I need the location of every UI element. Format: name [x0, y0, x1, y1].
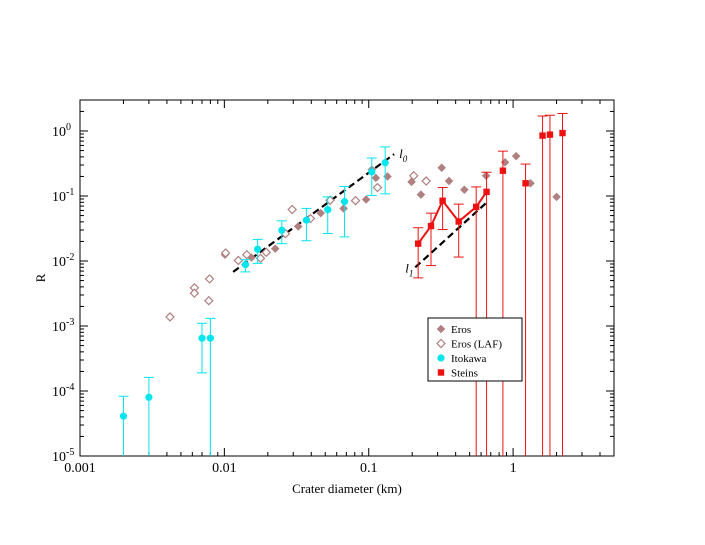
y-tick-label: 10-1 [52, 187, 74, 205]
data-point [559, 129, 566, 137]
series-eros-laf [165, 170, 432, 322]
data-point [198, 334, 206, 342]
data-point [511, 151, 521, 161]
data-point [408, 170, 419, 181]
data-point [381, 159, 389, 167]
y-tick-label: 10-3 [52, 317, 74, 335]
data-point [270, 244, 280, 253]
data-point [316, 208, 326, 218]
data-point [483, 188, 490, 196]
data-point [499, 167, 507, 174]
data-point [500, 157, 510, 167]
y-tick-label: 100 [52, 122, 71, 140]
data-point [220, 248, 231, 258]
data-point [472, 203, 480, 211]
data-point [444, 176, 454, 186]
legend: Eros Eros (LAF) Itokawa Steins [427, 317, 523, 382]
legend-marker-steins [437, 369, 445, 376]
data-point [439, 197, 446, 204]
data-point [522, 180, 529, 187]
data-point [372, 182, 383, 193]
legend-marker-eros-laf [436, 338, 446, 349]
data-point [340, 198, 349, 206]
data-point [437, 163, 447, 173]
series-itokawa [118, 146, 391, 456]
series-steins [413, 112, 568, 456]
data-point [350, 195, 361, 206]
fit-line-l1 [414, 202, 487, 269]
fit-line-l0 [232, 153, 395, 273]
data-point [539, 132, 546, 139]
data-point [455, 218, 462, 225]
legend-marker-eros [436, 324, 446, 334]
data-point [427, 222, 435, 230]
x-tick-label: 1 [510, 461, 517, 476]
plot-frame [79, 99, 615, 457]
data-point [416, 190, 426, 199]
x-axis-title: Crater diameter (km) [292, 481, 402, 496]
legend-label-itokawa: Itokawa [451, 353, 487, 365]
data-point [302, 216, 310, 224]
data-point [119, 412, 128, 420]
fit-label-l0: l0 [399, 146, 408, 164]
data-point [241, 261, 250, 269]
data-point [233, 255, 244, 266]
data-point [203, 295, 214, 306]
data-point [339, 204, 348, 213]
series-eros [220, 151, 561, 262]
data-point [460, 185, 469, 195]
data-point [324, 206, 332, 214]
data-point [368, 168, 376, 176]
data-point [254, 245, 262, 253]
data-point [206, 334, 214, 342]
legend-label-eros: Eros [451, 324, 471, 336]
tick-labels: 0.001 0.01 0.1 1 10-5 10-4 10-3 10-2 10-1 100 [52, 122, 517, 476]
x-tick-label: 0.1 [360, 461, 378, 476]
legend-marker-itokawa [437, 354, 445, 362]
y-axis-title: R [33, 273, 48, 282]
data-point [204, 274, 215, 284]
data-point [261, 247, 272, 258]
data-point [293, 222, 303, 231]
data-point [145, 393, 153, 401]
y-tick-label: 10-2 [52, 252, 74, 270]
fit-lines: l0 l1 [232, 146, 487, 278]
data-point [552, 192, 561, 202]
data-point [414, 240, 422, 247]
data-point [165, 312, 175, 322]
legend-label-steins: Steins [451, 368, 478, 380]
data-point [287, 204, 298, 215]
y-tick-label: 10-5 [52, 447, 74, 465]
x-tick-label: 0.01 [212, 461, 237, 476]
legend-label-eros-laf: Eros (LAF) [451, 339, 502, 351]
data-point [361, 195, 371, 204]
data-point [278, 226, 286, 234]
data-point [371, 173, 381, 183]
data-point [241, 249, 252, 260]
axis-ticks [79, 99, 615, 457]
fit-label-l1: l1 [405, 260, 413, 278]
y-tick-label: 10-4 [52, 382, 74, 400]
data-point [189, 288, 200, 299]
x-tick-label: 0.001 [64, 461, 96, 476]
data-point [421, 176, 432, 186]
data-point [546, 131, 554, 138]
series-layer [118, 112, 568, 456]
